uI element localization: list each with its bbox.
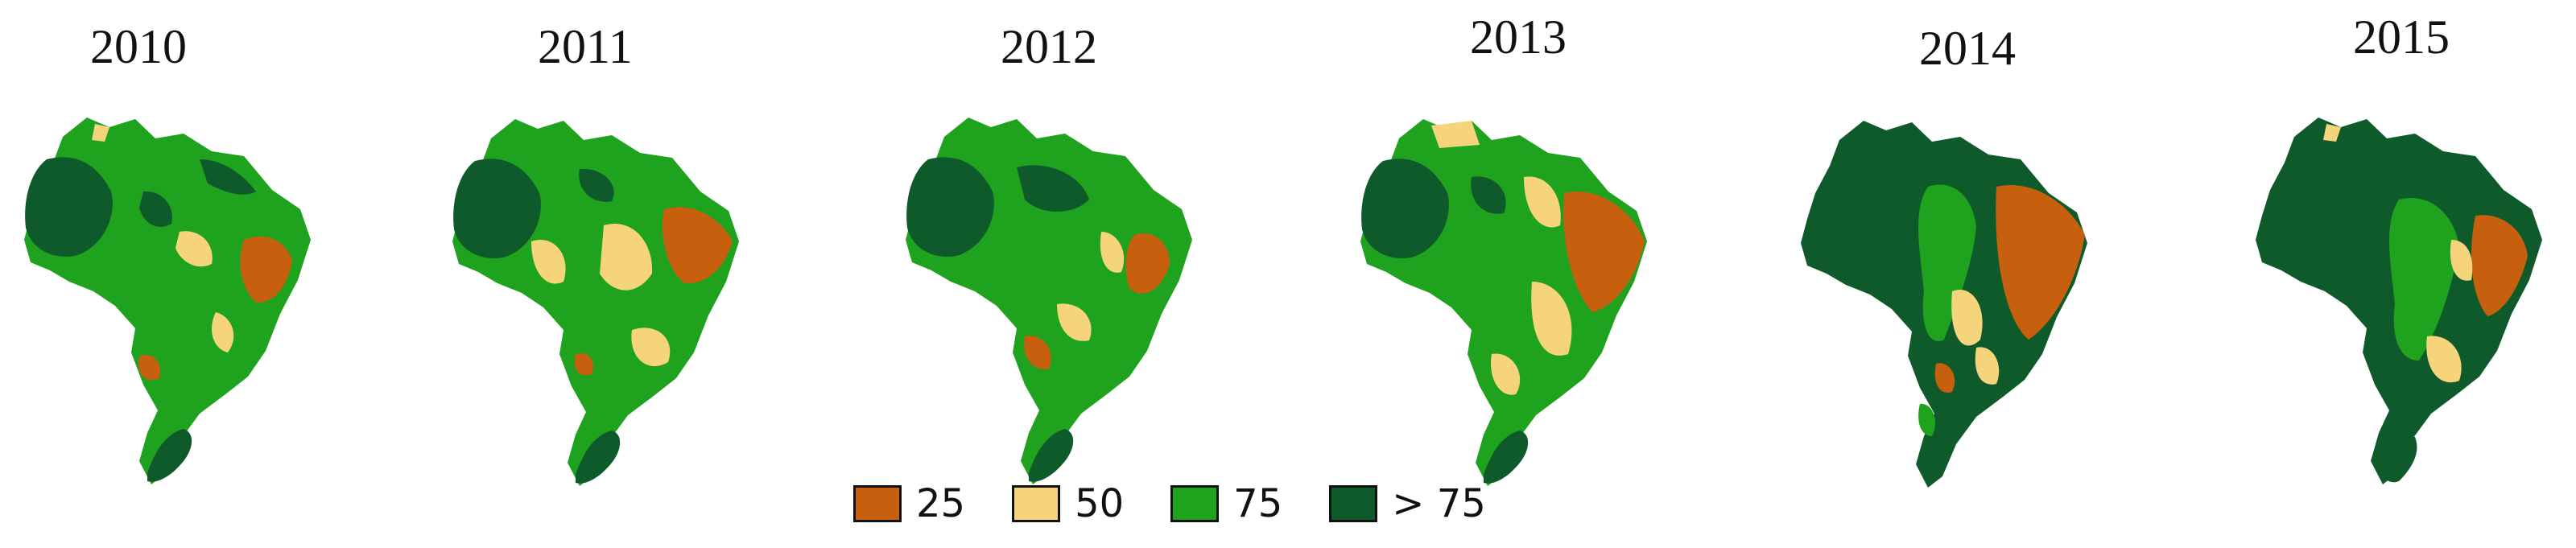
legend-label-75: 75 xyxy=(1233,481,1283,526)
legend-item-gt75: > 75 xyxy=(1329,481,1486,526)
legend-swatch-25 xyxy=(853,485,902,522)
legend-item-75: 75 xyxy=(1170,481,1282,526)
year-title-2010: 2010 xyxy=(90,20,187,73)
brazil-map-2015 xyxy=(2256,117,2542,484)
year-title-2013: 2013 xyxy=(1470,10,1567,64)
legend-swatch-75 xyxy=(1170,485,1220,522)
year-title-2012: 2012 xyxy=(1001,20,1097,73)
year-title-2014: 2014 xyxy=(1919,22,2016,75)
legend-swatch-gt75 xyxy=(1329,485,1378,522)
brazil-map-2011 xyxy=(452,119,739,486)
brazil-map-2014 xyxy=(1801,121,2087,488)
year-title-2015: 2015 xyxy=(2353,10,2450,64)
legend-label-gt75: > 75 xyxy=(1392,481,1486,526)
legend-item-50: 50 xyxy=(1012,481,1124,526)
legend-item-25: 25 xyxy=(853,481,965,526)
brazil-map-2012 xyxy=(906,117,1192,484)
legend-label-50: 50 xyxy=(1075,481,1125,526)
legend-swatch-50 xyxy=(1012,485,1061,522)
brazil-map-2013 xyxy=(1360,119,1647,486)
year-title-2011: 2011 xyxy=(538,20,633,73)
legend: 25 50 75 > 75 xyxy=(853,481,1533,526)
brazil-map-2010 xyxy=(24,117,311,484)
legend-label-25: 25 xyxy=(916,481,966,526)
